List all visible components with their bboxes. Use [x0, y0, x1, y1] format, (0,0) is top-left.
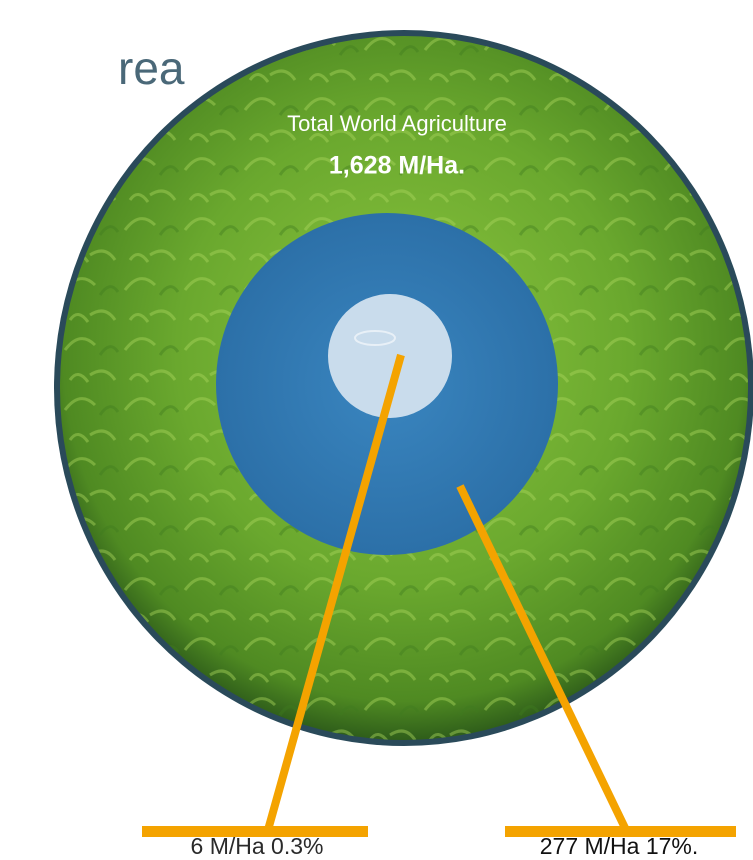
infographic: rea Total World Agriculture 1,628 M/Ha. … — [0, 0, 753, 860]
page: rea Total World Agriculture 1,628 M/Ha. … — [0, 0, 753, 860]
title: rea — [118, 42, 185, 94]
outer-value: 1,628 M/Ha. — [329, 152, 465, 180]
outer-label: Total World Agriculture — [287, 111, 507, 136]
callout-label: 277 M/Ha 17%. — [540, 833, 699, 859]
callout-label: 6 M/Ha 0.3% — [191, 833, 324, 859]
